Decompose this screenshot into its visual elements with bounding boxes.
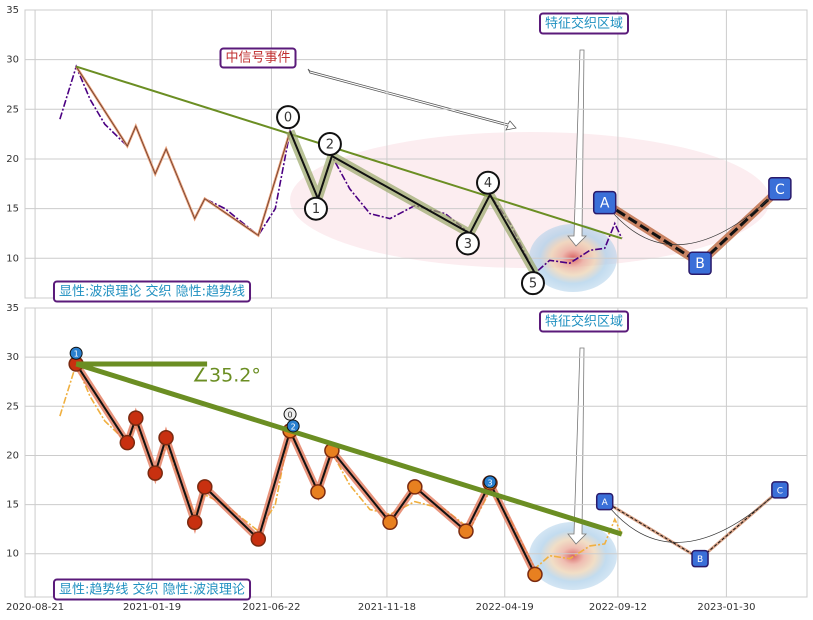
arrow bbox=[307, 68, 517, 131]
annotation: 显性:波浪理论 交织 隐性:趋势线 bbox=[59, 284, 245, 300]
wave-label: 5 bbox=[529, 277, 537, 292]
projection-marker bbox=[592, 190, 617, 215]
y-tick-label: 20 bbox=[6, 154, 19, 165]
angle-label: ∠35.2° bbox=[192, 365, 261, 387]
x-tick-label: 2021-06-22 bbox=[242, 602, 300, 613]
pivot-label-marker bbox=[286, 419, 300, 433]
x-tick-label: 2022-04-19 bbox=[476, 602, 534, 613]
pivot-marker bbox=[382, 514, 398, 531]
annotation-box bbox=[538, 310, 630, 333]
annotation: 中信号事件 bbox=[225, 51, 290, 66]
projection-label: B bbox=[695, 256, 705, 272]
pivot-label: 2 bbox=[291, 422, 296, 431]
wave-marker bbox=[455, 231, 480, 256]
wave-marker bbox=[303, 196, 328, 221]
y-tick-label: 30 bbox=[6, 55, 19, 66]
trend-line bbox=[75, 65, 623, 240]
projection-label: A bbox=[600, 196, 610, 212]
projection-label: C bbox=[777, 486, 783, 496]
annotation: 特征交织区域 bbox=[545, 16, 623, 32]
pivot-marker bbox=[250, 531, 267, 547]
pink-zone bbox=[290, 132, 770, 268]
y-tick-label: 15 bbox=[6, 500, 19, 511]
pivot-marker bbox=[119, 434, 136, 451]
wave-label: 0 bbox=[284, 111, 292, 126]
wave-marker bbox=[317, 131, 342, 156]
projection-marker bbox=[768, 177, 792, 201]
wave-label: 2 bbox=[326, 137, 334, 152]
wave-label: 3 bbox=[464, 237, 472, 252]
wave-line bbox=[289, 130, 536, 274]
pivot-marker bbox=[128, 410, 144, 426]
wave-label: 4 bbox=[484, 176, 492, 191]
y-tick-label: 30 bbox=[6, 352, 19, 363]
projection-marker bbox=[771, 481, 789, 499]
zigzag-core bbox=[75, 363, 536, 575]
trend-line bbox=[75, 361, 623, 537]
pivot-label-marker bbox=[483, 475, 497, 489]
pivot-label: 3 bbox=[487, 478, 492, 487]
pivot-marker bbox=[527, 566, 543, 583]
pivot-marker bbox=[310, 484, 326, 500]
y-tick-label: 10 bbox=[6, 549, 19, 560]
bottom-panel bbox=[24, 307, 808, 598]
annotation: 显性:趋势线 交织 隐性:波浪理论 bbox=[59, 582, 245, 598]
projection-curve bbox=[604, 188, 781, 245]
arrow bbox=[567, 49, 587, 247]
annotation: 特征交织区域 bbox=[545, 314, 623, 330]
x-tick-label: 2020-08-21 bbox=[6, 602, 64, 613]
y-tick-label: 15 bbox=[6, 204, 19, 215]
projection-label: B bbox=[697, 555, 703, 565]
x-tick-label: 2021-11-18 bbox=[358, 602, 416, 613]
pivot-label: 0 bbox=[288, 411, 293, 420]
pivot-label: 1 bbox=[74, 350, 79, 359]
pivot-marker bbox=[407, 479, 423, 495]
y-tick-label: 35 bbox=[6, 5, 19, 16]
annotation-box bbox=[52, 280, 252, 303]
x-tick-label: 2021-01-19 bbox=[123, 602, 181, 613]
y-tick-label: 20 bbox=[6, 450, 19, 461]
projection-label: A bbox=[602, 498, 609, 508]
y-tick-label: 25 bbox=[6, 401, 19, 412]
pivot-label-marker bbox=[69, 346, 83, 360]
wave-marker bbox=[476, 170, 501, 195]
projection-marker bbox=[688, 251, 712, 275]
annotation-box bbox=[219, 47, 297, 69]
projection-curve bbox=[604, 489, 781, 543]
pivot-marker bbox=[458, 523, 474, 539]
feature-zone bbox=[529, 522, 617, 590]
annotation-box bbox=[538, 12, 630, 35]
projection-marker bbox=[691, 549, 709, 568]
x-tick-label: 2022-09-12 bbox=[589, 602, 647, 613]
wave-label: 1 bbox=[312, 202, 320, 217]
pivot-marker bbox=[197, 479, 213, 495]
pivot-marker bbox=[147, 465, 163, 481]
pivot-label-marker bbox=[283, 407, 297, 421]
wave-marker bbox=[520, 271, 545, 296]
projection-marker bbox=[595, 492, 614, 511]
projection-label: C bbox=[775, 182, 785, 198]
y-tick-label: 35 bbox=[6, 303, 19, 314]
y-tick-label: 25 bbox=[6, 104, 19, 115]
pivot-marker bbox=[186, 514, 203, 531]
zigzag-core bbox=[75, 66, 291, 237]
arrow bbox=[567, 347, 587, 545]
x-tick-label: 2023-01-30 bbox=[697, 602, 755, 613]
annotation-box bbox=[52, 578, 252, 601]
y-tick-label: 10 bbox=[6, 253, 19, 264]
pivot-marker bbox=[158, 430, 174, 446]
wave-marker bbox=[276, 105, 301, 130]
